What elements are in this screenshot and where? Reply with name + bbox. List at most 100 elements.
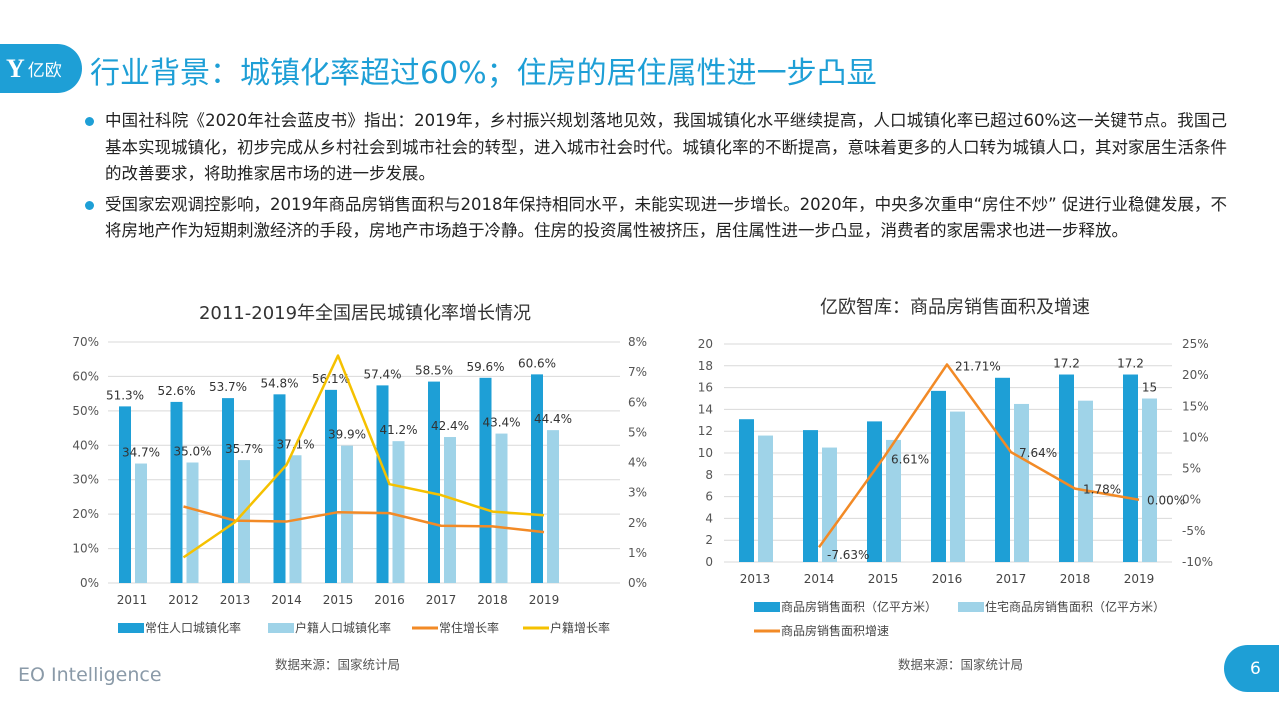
bar-primary: [479, 377, 492, 583]
y-right-tick-label: 7%: [628, 365, 647, 379]
y-left-tick-label: 10%: [72, 542, 99, 556]
legend-swatch: [118, 623, 144, 633]
legend-label: 商品房销售面积（亿平方米）: [781, 599, 937, 614]
bar-secondary: [1078, 400, 1093, 562]
x-tick-label: 2016: [374, 593, 405, 607]
line-series-secondary: [182, 354, 545, 559]
x-tick-label: 2012: [168, 593, 199, 607]
x-tick-label: 2014: [271, 593, 302, 607]
legend-swatch: [958, 602, 984, 612]
data-label: 59.6%: [466, 360, 504, 374]
bar-secondary: [1142, 398, 1157, 562]
y-right-tick-label: 15%: [1182, 399, 1209, 413]
line-series-primary: [817, 363, 1140, 548]
y-left-tick-label: 60%: [72, 369, 99, 383]
data-label: 35.7%: [225, 442, 263, 456]
source-right: 数据来源：国家统计局: [898, 657, 1024, 672]
legend-label: 户籍增长率: [550, 620, 610, 635]
y-right-tick-label: 20%: [1182, 368, 1209, 382]
y-right-tick-label: -10%: [1182, 555, 1213, 569]
bar-primary: [376, 385, 389, 583]
logo: Y 亿欧: [0, 44, 82, 93]
bar-secondary: [758, 435, 773, 562]
legend-label: 常住人口城镇化率: [145, 620, 241, 635]
y-left-tick-label: 40%: [72, 438, 99, 452]
y-right-tick-label: 25%: [1182, 337, 1209, 351]
y-right-tick-label: 0%: [628, 576, 647, 590]
line-data-label: 6.61%: [891, 453, 929, 467]
y-left-tick-label: 2: [705, 533, 713, 547]
y-left-tick-label: 20: [698, 337, 713, 351]
y-right-tick-label: 10%: [1182, 430, 1209, 444]
bar-primary: [803, 430, 818, 562]
bar-secondary: [1014, 403, 1029, 562]
bullet-paragraph: 中国社科院《2020年社会蓝皮书》指出：2019年，乡村振兴规划落地见效，我国城…: [85, 108, 1227, 188]
paragraph-text: 中国社科院《2020年社会蓝皮书》指出：2019年，乡村振兴规划落地见效，我国城…: [105, 111, 1227, 184]
footer-brand: EO Intelligence: [18, 664, 162, 686]
bar-secondary: [950, 411, 965, 562]
x-tick-label: 2018: [1060, 572, 1091, 586]
y-left-tick-label: 12: [698, 424, 713, 438]
bar-primary: [931, 390, 946, 562]
x-tick-label: 2019: [1124, 572, 1155, 586]
source-left: 数据来源：国家统计局: [275, 657, 401, 672]
page-title: 行业背景：城镇化率超过60%；住房的居住属性进一步凸显: [90, 56, 877, 91]
bar-secondary: [392, 441, 405, 583]
data-label: 17.2: [1117, 357, 1144, 371]
data-label: 52.6%: [157, 384, 195, 398]
bullet-paragraph: 受国家宏观调控影响，2019年商品房销售面积与2018年保持相同水平，未能实现进…: [85, 192, 1227, 245]
line-data-label: 21.71%: [955, 359, 1001, 373]
line-data-label: 7.64%: [1019, 446, 1057, 460]
x-tick-label: 2013: [220, 593, 251, 607]
bar-primary: [325, 389, 337, 583]
bullet-dot: [85, 200, 94, 210]
y-left-tick-label: 0: [705, 555, 713, 569]
legend-label: 常住增长率: [439, 620, 499, 635]
y-right-tick-label: 2%: [628, 516, 647, 530]
x-tick-label: 2011: [117, 593, 148, 607]
data-label: 44.4%: [534, 412, 572, 426]
data-label: 60.6%: [518, 356, 556, 370]
y-left-tick-label: 14: [698, 402, 713, 416]
bullet-dot: [85, 117, 94, 126]
y-left-tick-label: 20%: [72, 507, 99, 521]
data-label: 56.1%: [312, 372, 350, 386]
x-tick-label: 2017: [996, 572, 1027, 586]
y-right-tick-label: 6%: [628, 395, 647, 409]
bar-secondary: [186, 462, 199, 583]
body-text: 中国社科院《2020年社会蓝皮书》指出：2019年，乡村振兴规划落地见效，我国城…: [85, 108, 1227, 249]
x-tick-label: 2019: [529, 593, 560, 607]
data-label: 57.4%: [363, 367, 401, 381]
line-series-primary: [183, 505, 545, 534]
data-label: 54.8%: [260, 376, 298, 390]
x-tick-label: 2016: [932, 572, 963, 586]
legend-swatch: [754, 602, 780, 612]
y-right-tick-label: 5%: [1182, 462, 1201, 476]
bar-secondary: [444, 437, 456, 583]
y-right-tick-label: 5%: [628, 425, 647, 439]
page-number: 6: [1224, 645, 1279, 692]
logo-text: 亿欧: [27, 61, 62, 81]
bar-primary: [867, 421, 882, 562]
y-right-tick-label: 8%: [628, 335, 647, 349]
bar-primary: [170, 401, 183, 583]
data-label: 15: [1142, 381, 1157, 395]
bar-primary: [428, 381, 440, 583]
y-left-tick-label: 70%: [72, 335, 99, 349]
bar-secondary: [495, 433, 508, 583]
y-left-tick-label: 4: [705, 511, 713, 525]
y-right-tick-label: 1%: [628, 546, 647, 560]
paragraph-text: 受国家宏观调控影响，2019年商品房销售面积与2018年保持相同水平，未能实现进…: [105, 194, 1227, 241]
data-label: 53.7%: [209, 380, 247, 394]
x-tick-label: 2015: [323, 593, 354, 607]
legend-label: 商品房销售面积增速: [781, 623, 889, 638]
bar-secondary: [822, 447, 837, 562]
logo-mark: Y: [6, 53, 25, 83]
legend-label: 住宅商品房销售面积（亿平方米）: [985, 599, 1165, 614]
bar-primary: [1059, 374, 1074, 562]
y-left-tick-label: 6: [705, 490, 713, 504]
data-label: 34.7%: [122, 446, 160, 460]
data-label: 58.5%: [415, 364, 453, 378]
legend-label: 户籍人口城镇化率: [295, 620, 391, 635]
